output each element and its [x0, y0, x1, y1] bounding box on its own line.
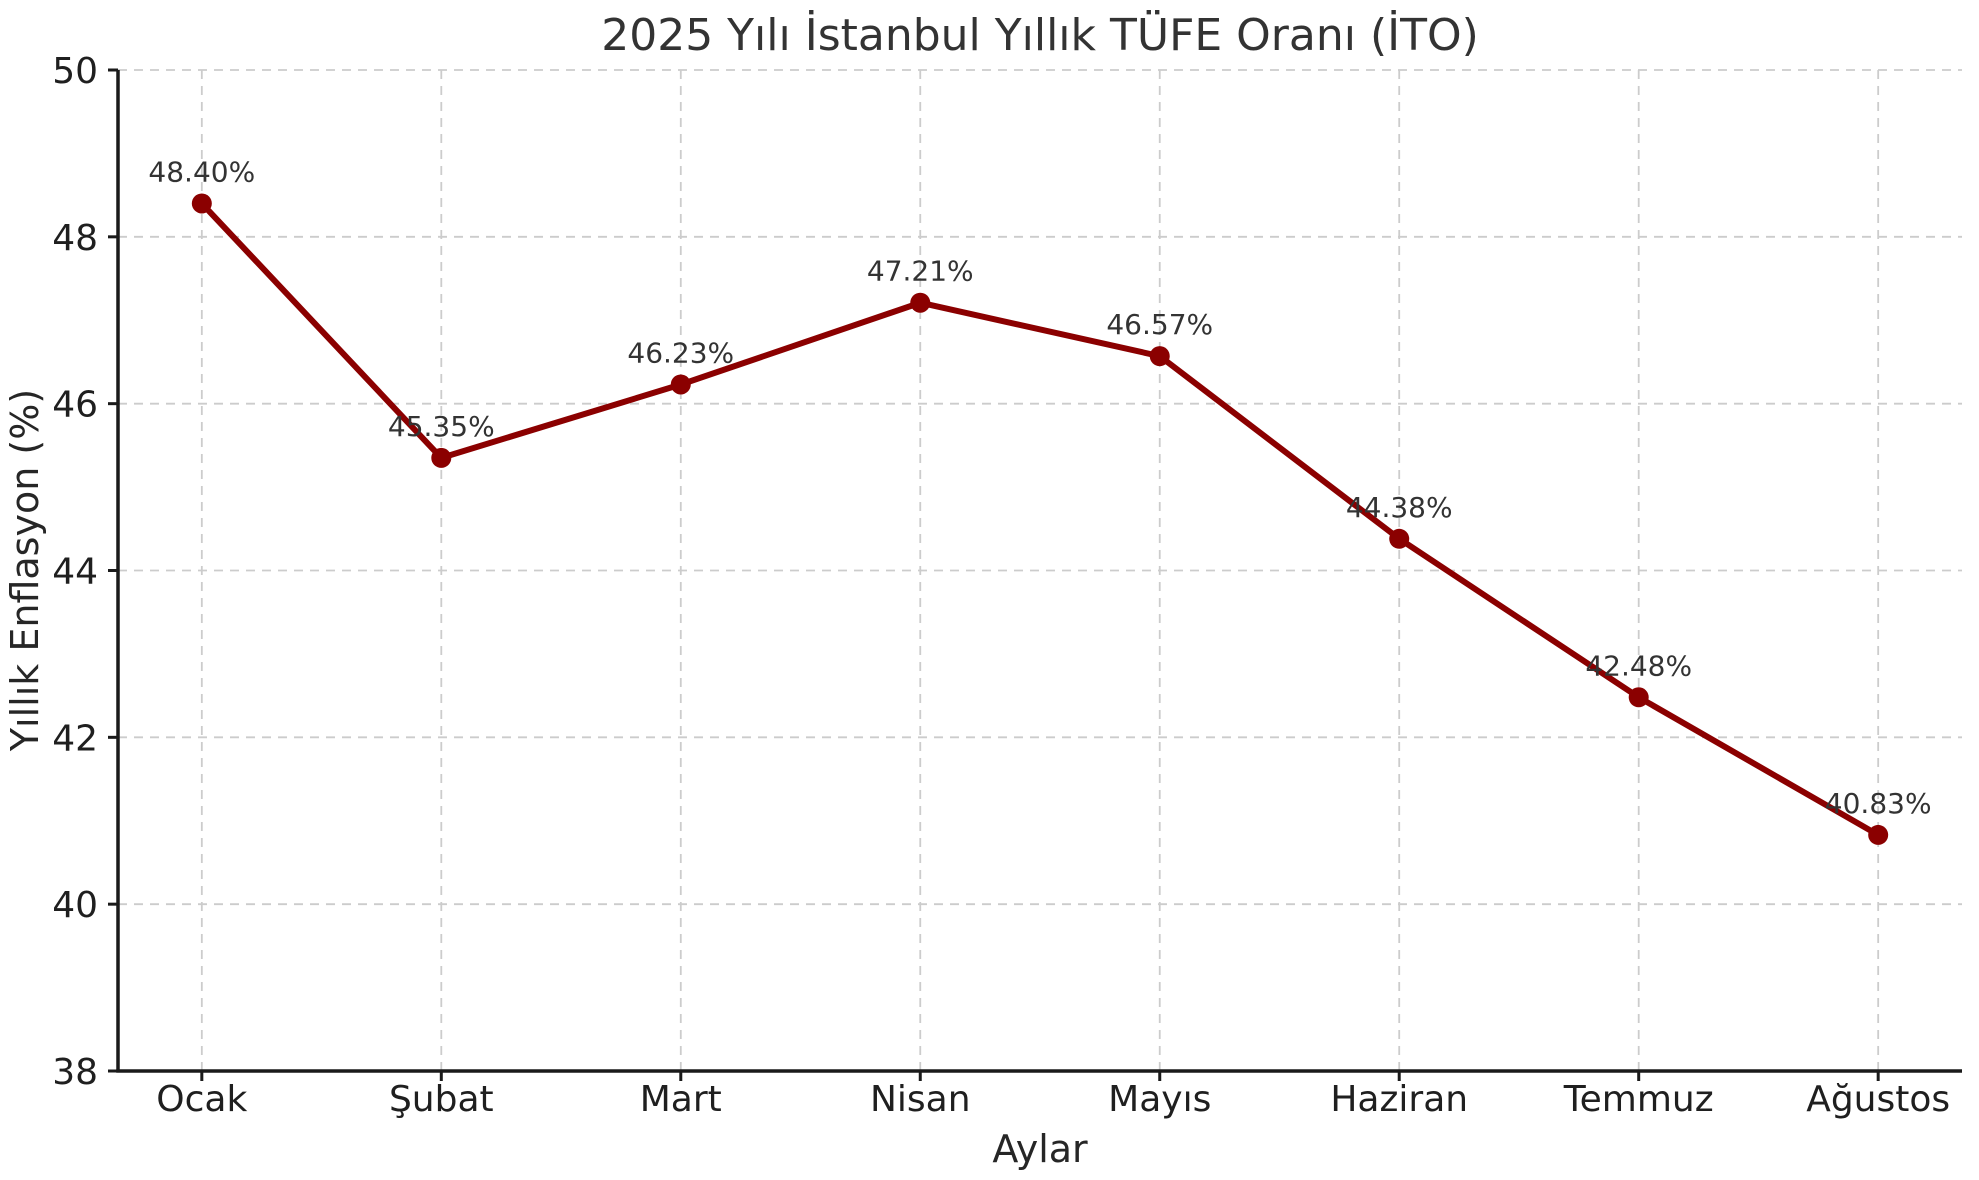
inflation-series: 48.40% 45.35% 46.23% 47.21% 46.57% 44.38% 42.4…: [148, 155, 1932, 845]
x-tick-label-ocak: Ocak: [156, 1079, 247, 1120]
axes: 38 40 42 44 46 48 50 Ocak Şubat Mart Nisan Mayıs Haz…: [52, 51, 1962, 1120]
x-tick-label-temmuz: Temmuz: [1563, 1079, 1714, 1120]
x-tick-label-mayis: Mayıs: [1108, 1079, 1211, 1120]
data-point-mart: [670, 374, 691, 395]
data-point-label-haziran: 44.38%: [1346, 491, 1453, 524]
data-point-label-subat: 45.35%: [388, 410, 495, 443]
data-point-mayis: [1149, 346, 1170, 367]
data-point-label-mayis: 46.57%: [1106, 308, 1213, 341]
data-point-label-ocak: 48.40%: [148, 155, 255, 188]
data-point-label-nisan: 47.21%: [867, 255, 974, 288]
y-tick-label-38: 38: [52, 1052, 98, 1093]
y-tick-label-48: 48: [52, 218, 98, 259]
gridlines: [118, 69, 1962, 1072]
data-point-ocak: [191, 193, 212, 214]
y-tick-label-42: 42: [52, 718, 98, 759]
y-axis-label: Yıllık Enflasyon (%): [3, 389, 47, 752]
data-point-agustos: [1868, 824, 1889, 845]
y-tick-label-40: 40: [52, 885, 98, 926]
y-tick-label-44: 44: [52, 552, 98, 593]
data-point-subat: [431, 447, 452, 468]
x-tick-label-haziran: Haziran: [1330, 1079, 1468, 1120]
data-point-label-temmuz: 42.48%: [1585, 649, 1692, 682]
inflation-line: [198, 200, 1882, 838]
x-tick-label-subat: Şubat: [389, 1079, 494, 1120]
chart-title: 2025 Yılı İstanbul Yıllık TÜFE Oranı (İT…: [601, 9, 1479, 61]
data-point-haziran: [1389, 528, 1410, 549]
x-tick-label-nisan: Nisan: [870, 1079, 971, 1120]
x-tick-label-agustos: Ağustos: [1806, 1079, 1950, 1120]
y-tick-label-50: 50: [52, 51, 98, 92]
data-point-nisan: [910, 292, 931, 313]
x-axis-label: Aylar: [992, 1127, 1088, 1171]
x-tick-label-mart: Mart: [640, 1079, 722, 1120]
data-point-label-mart: 46.23%: [627, 336, 734, 369]
data-point-label-agustos: 40.83%: [1825, 787, 1932, 820]
y-tick-label-46: 46: [52, 385, 98, 426]
data-point-temmuz: [1628, 687, 1649, 708]
